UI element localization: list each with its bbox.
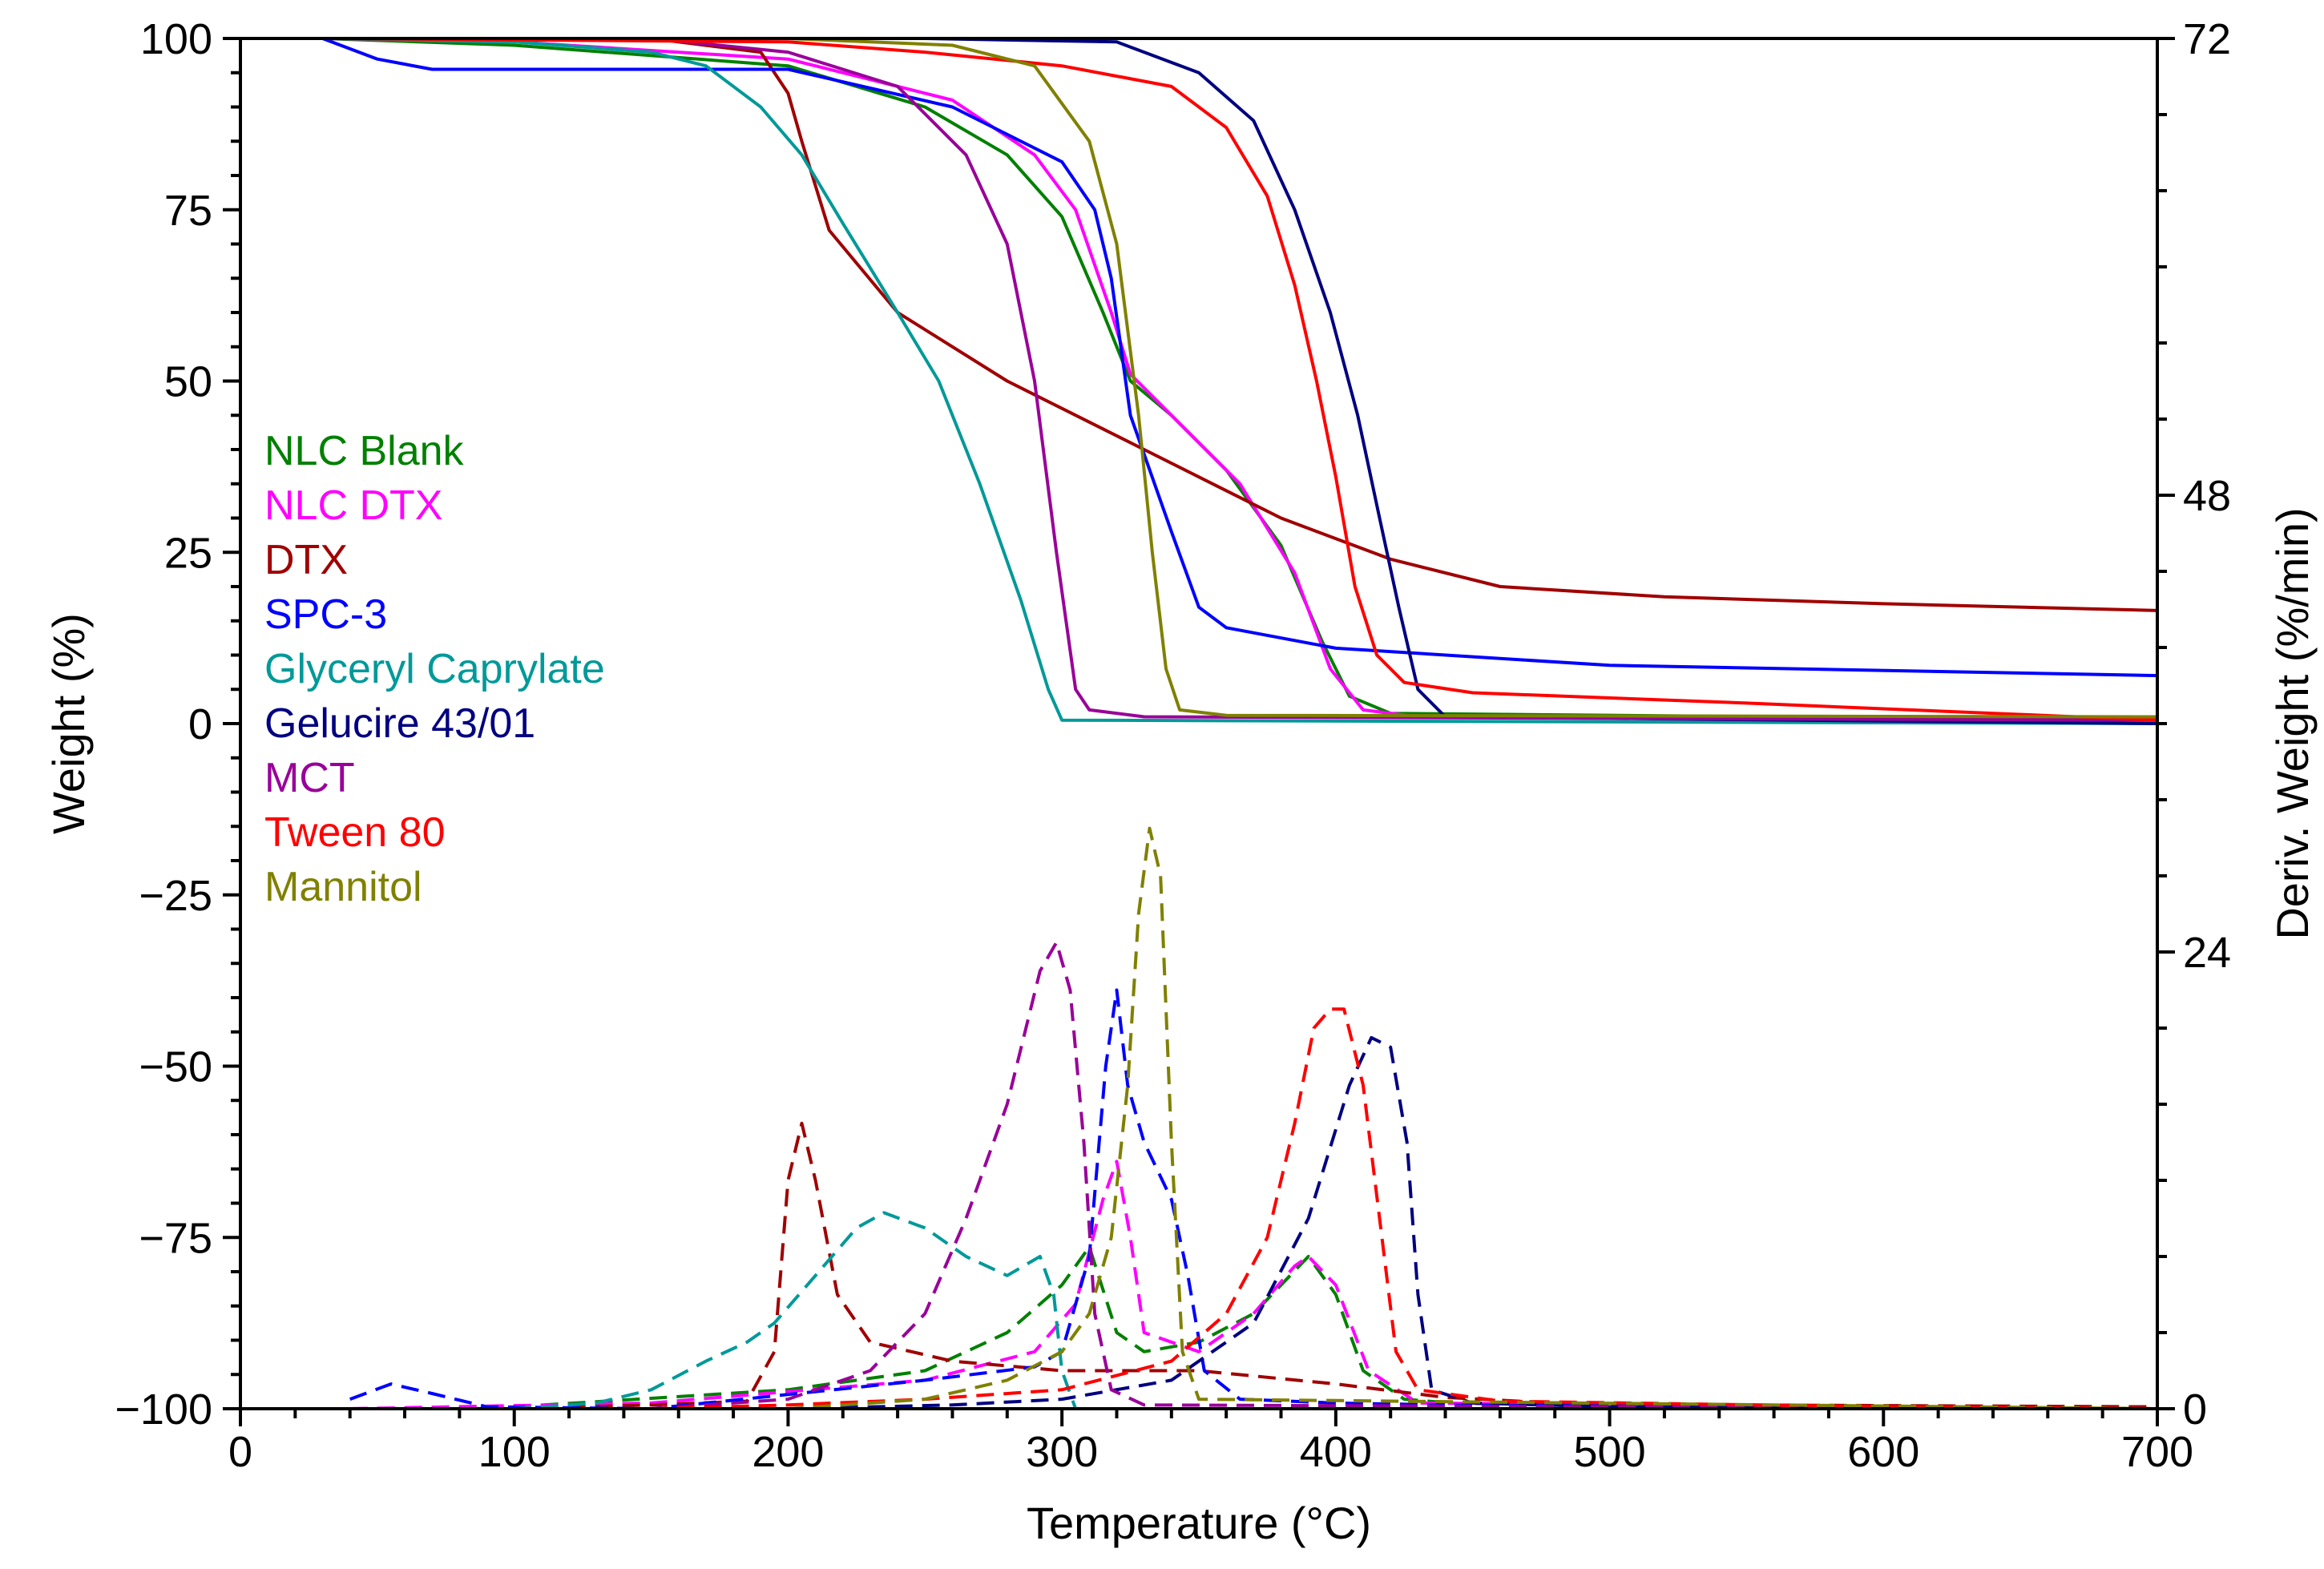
- y2-tick-label: 72: [2183, 15, 2231, 63]
- y-tick-label: 0: [188, 700, 212, 748]
- y-tick-label: −25: [139, 872, 212, 920]
- y-tick-label: −75: [139, 1214, 212, 1262]
- y2-tick-label: 0: [2183, 1385, 2207, 1434]
- y2-tick-label: 48: [2183, 472, 2231, 520]
- x-tick-label: 700: [2121, 1428, 2193, 1476]
- legend-entry: DTX: [264, 537, 348, 583]
- y-axis-ticks: 100 75 50 25 0 −25 −50 −75 −100: [115, 15, 240, 1434]
- y-tick-label: 100: [140, 15, 212, 63]
- weight-curve-nlc-blank: [322, 37, 2158, 722]
- x-axis-title: Temperature (°C): [1027, 1498, 1371, 1548]
- x-tick-label: 300: [1026, 1428, 1098, 1476]
- legend-entry: Glyceryl Caprylate: [264, 646, 605, 692]
- y2-tick-label: 24: [2183, 929, 2231, 977]
- weight-curve-glyceryl-caprylate: [322, 37, 2158, 725]
- y-tick-label: −50: [139, 1043, 212, 1091]
- deriv-curve-nlc-blank: [349, 1245, 2158, 1410]
- x-tick-label: 500: [1574, 1428, 1646, 1476]
- x-tick-label: 100: [478, 1428, 551, 1476]
- weight-curve-mct: [322, 37, 2158, 722]
- x-tick-label: 600: [1847, 1428, 1919, 1476]
- y-tick-label: −100: [115, 1385, 212, 1434]
- weight-curve-nlc-dtx: [322, 37, 2158, 722]
- legend: NLC Blank NLC DTX DTX SPC-3 Glyceryl Capryla…: [264, 428, 605, 910]
- weight-curve-tween-80: [322, 37, 2158, 722]
- legend-entry: SPC-3: [264, 591, 387, 638]
- y-axis-title: Weight (%): [43, 613, 94, 834]
- legend-entry: Tween 80: [264, 809, 446, 856]
- y2-axis-ticks: 72 48 24 0: [2157, 15, 2231, 1434]
- legend-entry: MCT: [264, 755, 355, 801]
- y-tick-label: 75: [164, 187, 212, 235]
- x-tick-label: 0: [228, 1428, 252, 1476]
- weight-curve-mannitol: [322, 37, 2158, 719]
- deriv-curve-mct: [349, 941, 2158, 1410]
- x-axis-ticks: 0 100 200 300 400 500 600 700: [228, 1409, 2193, 1476]
- deriv-curve-spc-3: [349, 988, 2158, 1410]
- deriv-curve-dtx: [349, 1121, 2158, 1410]
- weight-curve-dtx: [322, 37, 2158, 612]
- curves-layer: [321, 37, 2158, 1410]
- y-tick-label: 25: [164, 529, 212, 577]
- y-tick-label: 50: [164, 358, 212, 406]
- x-tick-label: 200: [752, 1428, 824, 1476]
- deriv-curve-glyceryl-caprylate: [349, 1211, 2157, 1410]
- y2-axis-title: Deriv. Weight (%/min): [2267, 507, 2318, 939]
- deriv-curve-mannitol: [349, 826, 2158, 1410]
- deriv-curve-gelucire-43-01: [349, 1035, 2158, 1410]
- deriv-curve-nlc-dtx: [349, 1160, 2158, 1410]
- deriv-curve-tween-80: [349, 1007, 2158, 1410]
- weight-curve-spc-3: [321, 37, 2158, 678]
- legend-entry: NLC DTX: [264, 482, 442, 529]
- weight-curve-gelucire-43-01: [322, 37, 2158, 725]
- legend-entry: Mannitol: [264, 864, 422, 910]
- legend-entry: Gelucire 43/01: [264, 700, 535, 747]
- x-tick-label: 400: [1300, 1428, 1372, 1476]
- legend-entry: NLC Blank: [264, 428, 465, 474]
